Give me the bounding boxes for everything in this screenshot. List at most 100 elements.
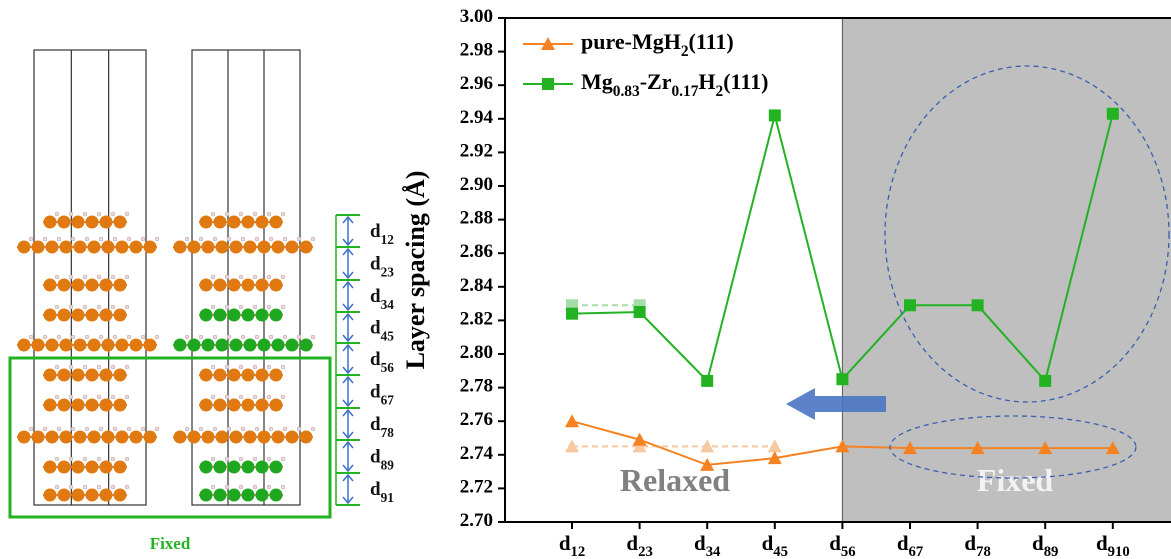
h-atom xyxy=(99,237,103,241)
h-atom xyxy=(281,485,285,489)
h-atom xyxy=(97,485,101,489)
atom xyxy=(44,461,57,474)
y-tick-label: 2.86 xyxy=(460,242,493,263)
atom xyxy=(58,461,71,474)
atom xyxy=(200,279,213,292)
y-tick-label: 2.82 xyxy=(460,309,493,330)
fixed-region xyxy=(842,18,1171,522)
h-atom xyxy=(85,427,89,431)
atom xyxy=(114,279,127,292)
atom xyxy=(74,339,87,352)
atom xyxy=(72,216,85,229)
h-atom xyxy=(241,335,245,339)
h-atom xyxy=(211,212,215,216)
atom xyxy=(58,309,71,322)
h-atom xyxy=(43,237,47,241)
y-tick-label: 2.76 xyxy=(460,410,493,431)
h-atom xyxy=(269,335,273,339)
h-atom xyxy=(239,395,243,399)
h-atom xyxy=(239,305,243,309)
h-atom xyxy=(281,365,285,369)
h-atom xyxy=(125,275,129,279)
h-atom xyxy=(267,485,271,489)
h-atom xyxy=(85,335,89,339)
y-axis-label: Layer spacing (Å) xyxy=(401,171,430,370)
h-atom xyxy=(225,305,229,309)
h-atom xyxy=(253,457,257,461)
atom xyxy=(214,461,227,474)
figure: d12d23d34d45d56d67d78d89d91Fixed 2.702.7… xyxy=(0,0,1171,559)
h-atom xyxy=(213,335,217,339)
h-atom xyxy=(57,237,61,241)
h-atom xyxy=(269,427,273,431)
spacing-label: d89 xyxy=(370,447,394,472)
h-atom xyxy=(83,365,87,369)
h-atom xyxy=(211,485,215,489)
h-atom xyxy=(43,427,47,431)
atom xyxy=(200,216,213,229)
h-atom xyxy=(155,427,159,431)
h-atom xyxy=(253,365,257,369)
h-atom xyxy=(111,212,115,216)
h-atom xyxy=(227,335,231,339)
h-atom xyxy=(127,427,131,431)
atom xyxy=(300,241,313,254)
atom xyxy=(214,399,227,412)
atom xyxy=(32,241,45,254)
atom xyxy=(46,431,59,444)
atom xyxy=(258,339,271,352)
spacing-label: d91 xyxy=(370,479,394,504)
h-atom xyxy=(283,427,287,431)
h-atom xyxy=(69,395,73,399)
y-tick-label: 2.80 xyxy=(460,342,493,363)
spacing-label: d23 xyxy=(370,254,394,279)
atom xyxy=(18,431,31,444)
h-atom xyxy=(71,427,75,431)
y-tick-label: 2.72 xyxy=(460,477,493,498)
h-atom xyxy=(83,485,87,489)
h-atom xyxy=(97,457,101,461)
atom xyxy=(100,216,113,229)
square-marker xyxy=(634,306,646,318)
h-atom xyxy=(239,485,243,489)
atom xyxy=(88,339,101,352)
h-atom xyxy=(239,275,243,279)
atom xyxy=(272,339,285,352)
atom xyxy=(72,489,85,502)
atom xyxy=(144,431,157,444)
h-atom xyxy=(97,365,101,369)
square-marker xyxy=(904,299,916,311)
h-atom xyxy=(55,365,59,369)
atom xyxy=(18,241,31,254)
h-atom xyxy=(69,485,73,489)
h-atom xyxy=(99,427,103,431)
atom xyxy=(286,339,299,352)
h-atom xyxy=(113,427,117,431)
atom xyxy=(214,216,227,229)
atom xyxy=(174,339,187,352)
atom xyxy=(174,241,187,254)
atom xyxy=(72,309,85,322)
atom xyxy=(242,399,255,412)
h-atom xyxy=(155,335,159,339)
triangle-marker xyxy=(565,414,579,427)
h-atom xyxy=(85,237,89,241)
atom xyxy=(74,241,87,254)
h-atom xyxy=(225,212,229,216)
triangle-marker xyxy=(768,439,782,452)
h-atom xyxy=(297,237,301,241)
atom xyxy=(230,241,243,254)
x-tick-label: d12 xyxy=(559,531,585,559)
spacing-label: d12 xyxy=(370,221,394,246)
atom xyxy=(228,279,241,292)
atom xyxy=(86,369,99,382)
atom xyxy=(272,241,285,254)
atom xyxy=(60,431,73,444)
h-atom xyxy=(253,212,257,216)
atom xyxy=(44,369,57,382)
h-atom xyxy=(227,237,231,241)
h-atom xyxy=(29,335,33,339)
atom xyxy=(114,489,127,502)
atom xyxy=(72,279,85,292)
atom xyxy=(58,369,71,382)
